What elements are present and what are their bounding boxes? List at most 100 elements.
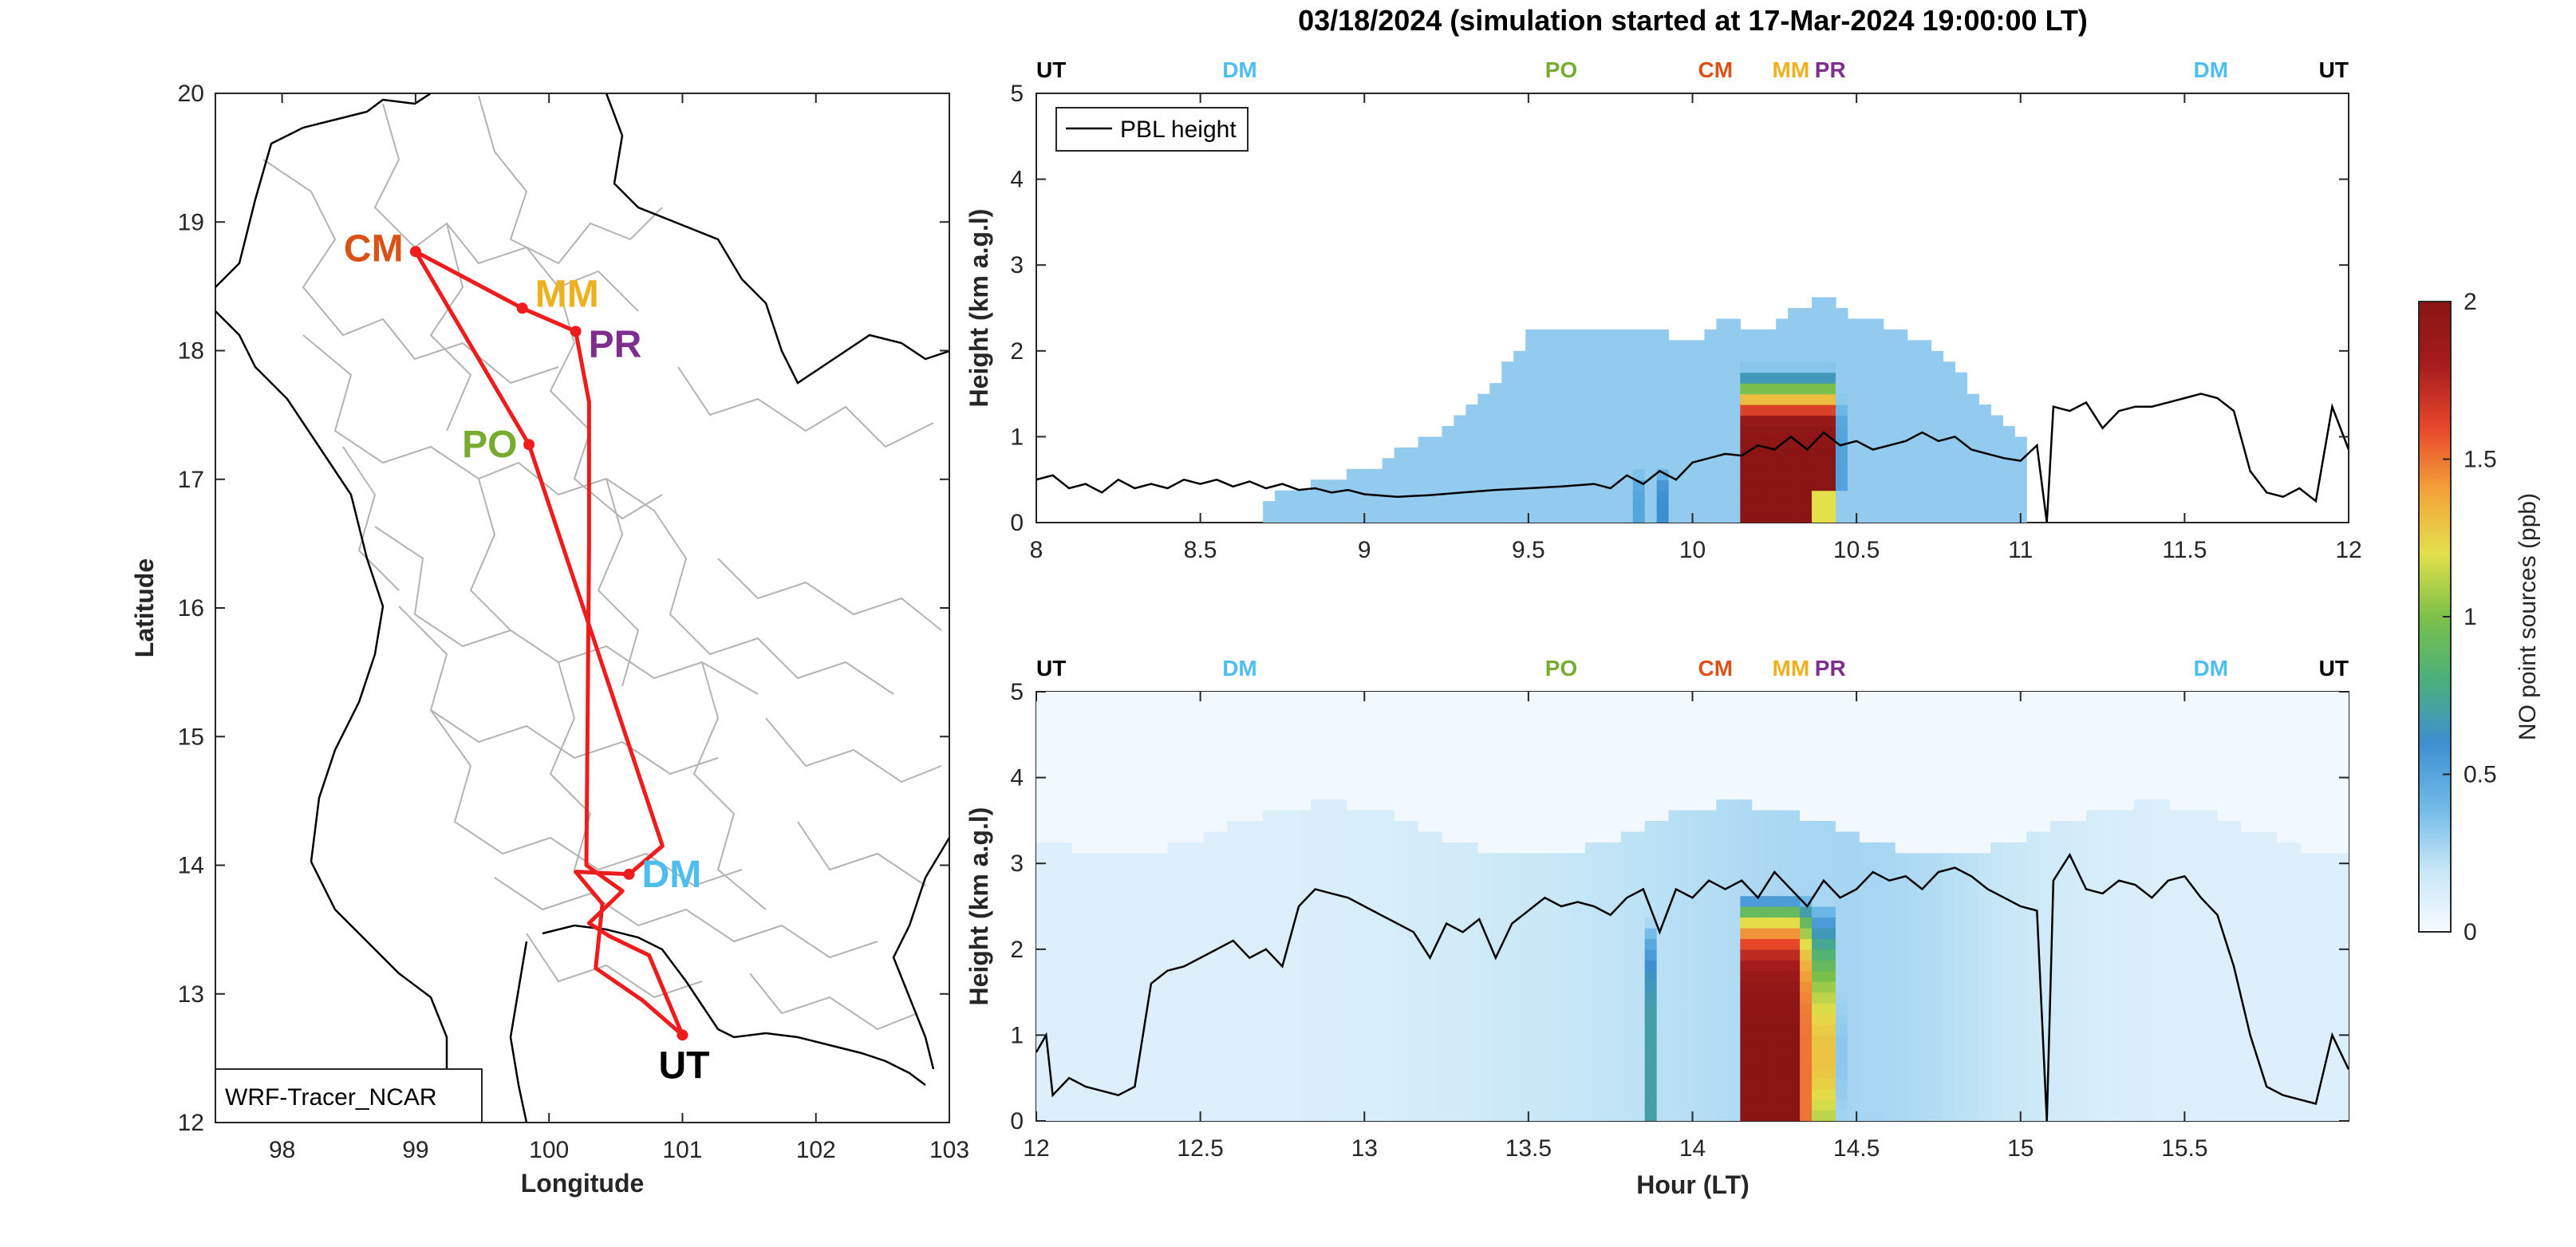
no-field-cell <box>1406 1013 1419 1025</box>
no-field-cell <box>1525 831 1538 843</box>
no-field-cell <box>2157 1067 2171 1079</box>
no-field-cell <box>1572 361 1586 373</box>
no-field-cell <box>1501 895 1514 907</box>
no-field-cell <box>1513 724 1526 736</box>
no-field-cell <box>1119 1035 1133 1047</box>
no-field-cell <box>1632 788 1646 800</box>
no-field-cell <box>1059 981 1073 993</box>
no-field-cell <box>1692 777 1706 789</box>
no-field-cell <box>1203 960 1216 972</box>
no-field-cell <box>1656 820 1670 832</box>
no-field-cell <box>2145 1035 2159 1047</box>
no-field-cell <box>1322 1035 1335 1047</box>
no-field-cell <box>1847 501 1860 513</box>
no-field-cell <box>2121 1013 2135 1025</box>
no-field-cell <box>1620 831 1634 843</box>
no-field-cell <box>1334 501 1347 513</box>
no-field-cell <box>1835 724 1848 736</box>
no-field-cell <box>1584 960 1598 972</box>
no-field-cell <box>2169 992 2183 1004</box>
no-field-cell <box>1525 1024 1538 1036</box>
no-field-cell <box>1549 799 1562 811</box>
no-field-cell <box>1907 885 1920 897</box>
no-field-cell <box>2002 702 2015 714</box>
no-field-cell <box>1752 831 1765 843</box>
no-field-cell <box>1871 1035 1884 1047</box>
no-field-cell <box>1251 992 1264 1004</box>
no-field-cell <box>1572 788 1586 800</box>
no-field-cell <box>1776 1056 1789 1068</box>
no-field-cell <box>1859 1045 1872 1057</box>
no-field-cell <box>1632 970 1646 982</box>
no-field-cell <box>1871 1067 1884 1079</box>
country-border <box>215 310 456 1123</box>
no-field-cell <box>1155 863 1169 875</box>
no-field-cell <box>1394 458 1407 470</box>
no-field-cell <box>1859 1035 1872 1047</box>
no-field-cell <box>1931 917 1944 929</box>
no-field-cell <box>1239 1045 1252 1057</box>
no-field-cell <box>1728 820 1741 832</box>
no-field-cell <box>1584 927 1598 939</box>
no-field-cell <box>1454 885 1466 897</box>
no-field-cell <box>1740 831 1753 843</box>
no-field-cell <box>1919 756 1932 768</box>
no-field-cell <box>1477 852 1490 864</box>
no-field-cell <box>1322 852 1335 864</box>
no-field-cell <box>1119 831 1133 843</box>
no-field-cell <box>1549 1013 1562 1025</box>
no-field-cell <box>2014 1045 2027 1057</box>
no-field-cell <box>1859 702 1872 714</box>
no-field-cell <box>1036 970 1049 982</box>
no-field-cell <box>1704 692 1717 704</box>
no-field-cell <box>1644 734 1658 746</box>
no-field-cell <box>1442 458 1454 470</box>
no-field-cell <box>1812 863 1825 875</box>
no-field-cell <box>1466 927 1478 939</box>
no-field-cell <box>1513 425 1526 437</box>
no-field-cell <box>1788 938 1801 950</box>
no-field-cell <box>1095 702 1109 714</box>
no-field-cell <box>1370 1088 1383 1100</box>
no-field-cell <box>1179 692 1192 704</box>
no-field-cell <box>1632 415 1646 427</box>
no-field-cell <box>1406 1035 1419 1047</box>
no-field-cell <box>1728 1013 1741 1025</box>
no-field-cell <box>1466 436 1478 448</box>
no-field-cell <box>1071 1045 1085 1057</box>
no-field-cell <box>2014 809 2027 821</box>
no-field-cell <box>1883 1110 1896 1121</box>
no-field-cell <box>1549 885 1562 897</box>
no-field-cell <box>1680 1088 1694 1100</box>
no-field-cell <box>1549 745 1562 757</box>
no-field-cell <box>2086 692 2099 704</box>
no-field-cell <box>1394 1110 1407 1121</box>
no-field-cell <box>2121 960 2135 972</box>
no-field-cell <box>2038 692 2051 704</box>
no-field-cell <box>1059 1078 1073 1090</box>
no-field-cell <box>1322 767 1335 779</box>
x-tick-label: 8.5 <box>1184 537 1217 563</box>
no-field-cell <box>1131 1110 1145 1121</box>
no-field-cell <box>1442 490 1454 502</box>
no-field-cell <box>1812 318 1825 330</box>
no-field-cell <box>1788 340 1801 352</box>
no-field-cell <box>1394 992 1407 1004</box>
no-field-cell <box>1537 479 1550 491</box>
no-field-cell <box>1764 425 1777 437</box>
no-field-cell <box>1430 788 1443 800</box>
no-field-cell <box>1835 767 1848 779</box>
no-field-cell <box>1895 1067 1908 1079</box>
no-field-cell <box>2062 895 2075 907</box>
no-field-cell <box>1978 927 1991 939</box>
no-field-cell <box>1167 777 1181 789</box>
no-field-cell <box>2145 949 2159 961</box>
no-field-cell <box>2062 799 2075 811</box>
no-field-cell <box>1513 1088 1526 1100</box>
no-field-cell <box>2181 1045 2195 1057</box>
no-field-cell <box>1310 724 1324 736</box>
no-field-cell <box>2014 777 2027 789</box>
no-field-cell <box>1871 479 1884 491</box>
